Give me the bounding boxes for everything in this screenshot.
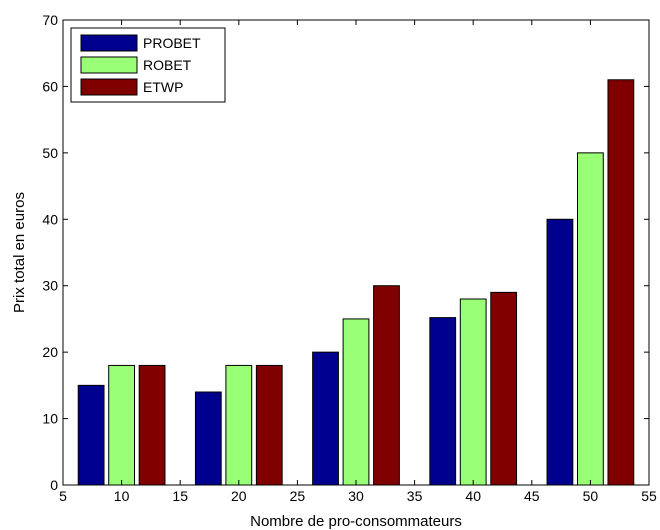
bar-etwp-50 <box>607 79 635 486</box>
x-axis-label: Nombre de pro-consommateurs <box>250 513 462 530</box>
y-tick-label: 0 <box>50 477 58 493</box>
x-tick-label: 25 <box>290 488 306 504</box>
bar-robet-50 <box>577 152 604 486</box>
y-tick-label: 50 <box>42 145 58 161</box>
legend-swatch-probet <box>80 34 138 52</box>
axis-ticks <box>62 19 650 486</box>
y-tick-label: 10 <box>42 411 58 427</box>
x-tick-label: 10 <box>114 488 130 504</box>
x-tick-label: 20 <box>231 488 247 504</box>
bar-etwp-40 <box>490 291 518 486</box>
y-tick-label: 30 <box>42 278 58 294</box>
x-tick-label: 50 <box>583 488 599 504</box>
bar-probet-50 <box>546 218 574 486</box>
y-tick-label: 20 <box>42 344 58 360</box>
legend-label-robet: ROBET <box>143 57 192 73</box>
y-axis-label: Prix total en euros <box>11 192 28 313</box>
bar-etwp-30 <box>373 285 400 486</box>
y-tick-label: 70 <box>42 12 58 28</box>
bar-probet-10 <box>77 384 105 486</box>
bar-robet-10 <box>108 364 135 486</box>
bar-probet-40 <box>429 317 457 486</box>
bars-group <box>77 79 635 486</box>
bar-probet-30 <box>312 351 339 486</box>
x-tick-label: 40 <box>465 488 481 504</box>
x-tick-label: 5 <box>59 488 67 504</box>
x-tick-label: 55 <box>641 488 657 504</box>
y-tick-label: 60 <box>42 78 58 94</box>
bar-etwp-10 <box>138 364 166 486</box>
bar-robet-40 <box>459 298 487 486</box>
tick-labels: 5 10 15 20 25 30 35 40 45 50 55 0 10 20 30 40 50 60 70 <box>42 12 657 504</box>
legend-label-probet: PROBET <box>143 35 201 51</box>
legend-label-etwp: ETWP <box>143 79 183 95</box>
legend-swatch-robet <box>80 56 138 74</box>
x-tick-label: 45 <box>524 488 540 504</box>
bar-etwp-20 <box>255 364 283 486</box>
legend-swatch-etwp <box>80 78 138 96</box>
x-tick-label: 30 <box>348 488 364 504</box>
legend: PROBET ROBET ETWP <box>70 27 226 103</box>
y-tick-label: 40 <box>42 211 58 227</box>
bar-robet-30 <box>342 318 370 486</box>
bar-robet-20 <box>225 364 253 486</box>
bar-probet-20 <box>194 391 222 486</box>
x-tick-label: 35 <box>407 488 423 504</box>
x-tick-label: 15 <box>172 488 188 504</box>
